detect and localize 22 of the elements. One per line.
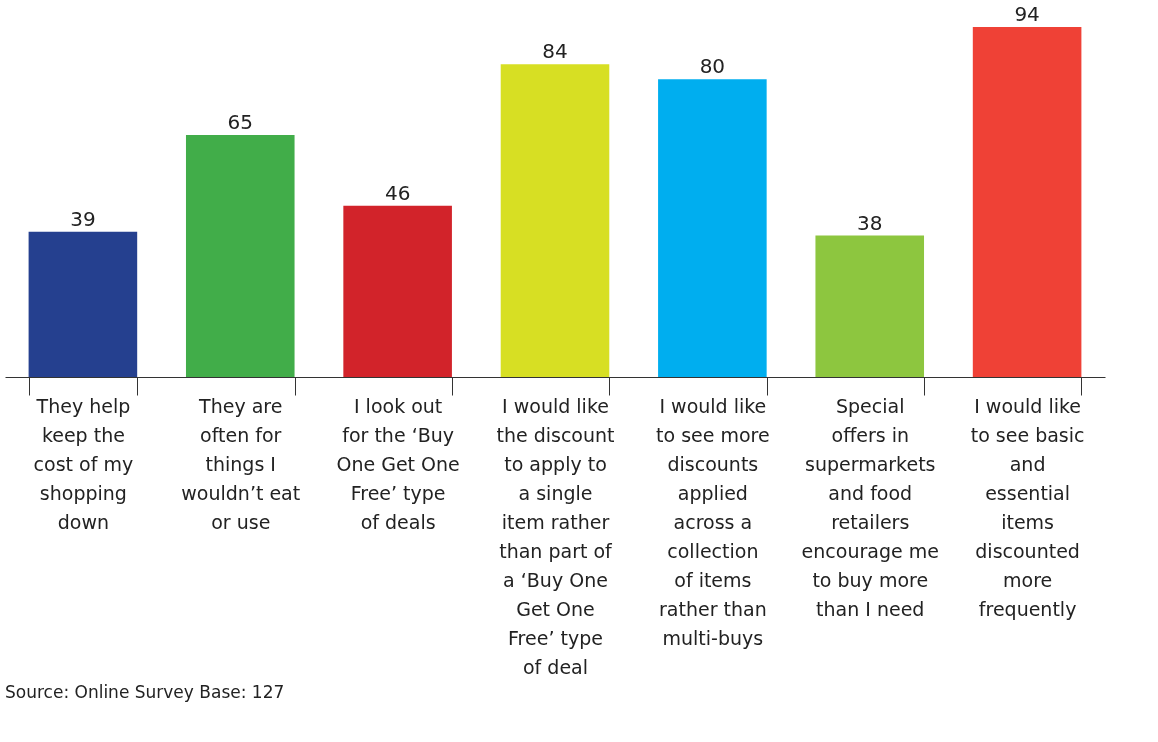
bar — [972, 27, 1082, 377]
category-label: I would like to see more discounts applied across a collection of items rather than multi-buys — [656, 394, 770, 649]
x-tick-label: I would like to see basic and essential items discounted more frequently — [970, 394, 1085, 620]
bar — [658, 79, 767, 377]
bar — [28, 231, 138, 377]
data-label: 84 — [542, 39, 568, 64]
x-tick-label: I look out for the ‘Buy One Get One Free’ type of deals — [336, 394, 460, 533]
x-tick-label: Special offers in supermarkets and food retailers encourage me to buy more than I need — [801, 394, 939, 620]
bar — [185, 134, 295, 377]
data-label: 80 — [699, 54, 726, 79]
bar — [500, 64, 610, 377]
category-label: I would like the discount to apply to a single item rather than part of a ‘Buy One Get One Free’ type of deal — [496, 394, 615, 678]
data-label: 94 — [1014, 2, 1040, 26]
source-note: Source: Online Survey Base: 127 — [5, 682, 285, 702]
data-label: 39 — [70, 206, 96, 231]
data-label: 65 — [227, 109, 253, 134]
bar — [343, 205, 452, 377]
data-label: 46 — [384, 180, 411, 205]
data-label: 38 — [857, 210, 883, 235]
x-tick-label: They help keep the cost of my shopping down — [33, 394, 134, 533]
bar — [815, 235, 925, 377]
x-tick-label: They are often for things I wouldn’t eat or use — [181, 394, 301, 533]
